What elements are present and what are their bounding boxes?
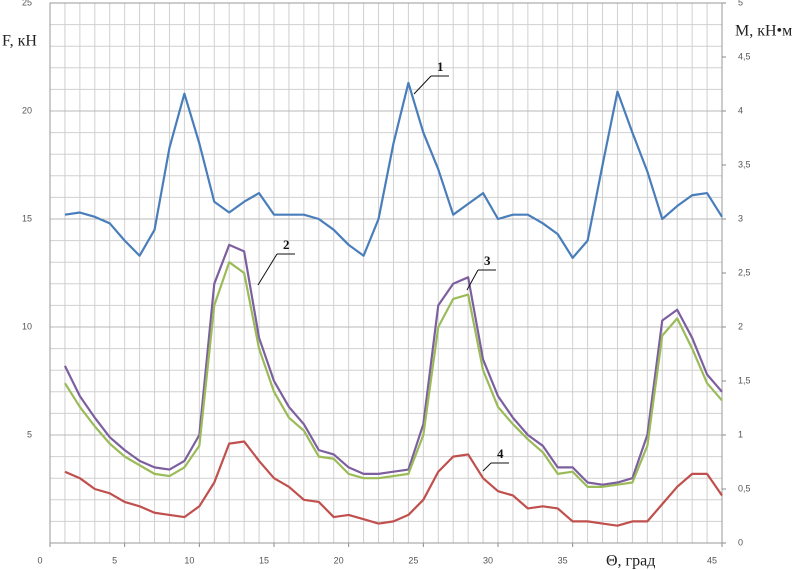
y2-tick-label: 4,5 <box>738 51 751 61</box>
y2-tick-label: 0 <box>738 537 743 547</box>
y-tick-label: 20 <box>22 105 32 115</box>
annotation-leader <box>257 253 278 286</box>
annotation-leader <box>413 75 432 95</box>
x-tick-label: 10 <box>184 555 194 565</box>
y-axis-title: F, кН <box>2 33 37 50</box>
series-line <box>64 440 723 527</box>
y-tick-label: 25 <box>22 0 32 7</box>
annotation-leader <box>482 462 492 472</box>
x-tick-label: 20 <box>334 555 344 565</box>
y2-tick-label: 1,5 <box>738 375 751 385</box>
series-line <box>64 261 723 488</box>
x-tick-label: 35 <box>558 555 568 565</box>
x-axis-title: Θ, град <box>606 553 655 570</box>
annotation: 2 <box>283 237 290 252</box>
x-tick-label: 30 <box>483 555 493 565</box>
annotation-leader <box>466 269 479 291</box>
x-tick-label: 15 <box>259 555 269 565</box>
plot-frame <box>49 2 723 544</box>
annotation: 3 <box>484 253 491 268</box>
y-tick-label: 5 <box>27 429 32 439</box>
series-line <box>63 243 723 486</box>
y2-tick-label: 2 <box>738 321 743 331</box>
y2-tick-label: 3 <box>738 213 743 223</box>
y2-tick-label: 4 <box>738 105 743 115</box>
series-line <box>64 81 723 259</box>
y2-axis-title: M, кН•м <box>735 23 792 40</box>
y-tick-label: 15 <box>22 213 32 223</box>
y2-tick-label: 0,5 <box>738 483 751 493</box>
x-tick-label: 45 <box>707 555 717 565</box>
y2-tick-label: 1 <box>738 429 743 439</box>
y2-tick-label: 2,5 <box>738 267 751 277</box>
x-tick-label: 25 <box>408 555 418 565</box>
y-tick-label: 10 <box>22 321 32 331</box>
annotation: 4 <box>497 446 504 461</box>
y2-tick-label: 3,5 <box>738 159 751 169</box>
x-tick-label: 5 <box>112 555 117 565</box>
y2-tick-label: 5 <box>738 0 743 7</box>
x-tick-label: 0 <box>37 555 42 565</box>
annotation: 1 <box>437 59 444 74</box>
